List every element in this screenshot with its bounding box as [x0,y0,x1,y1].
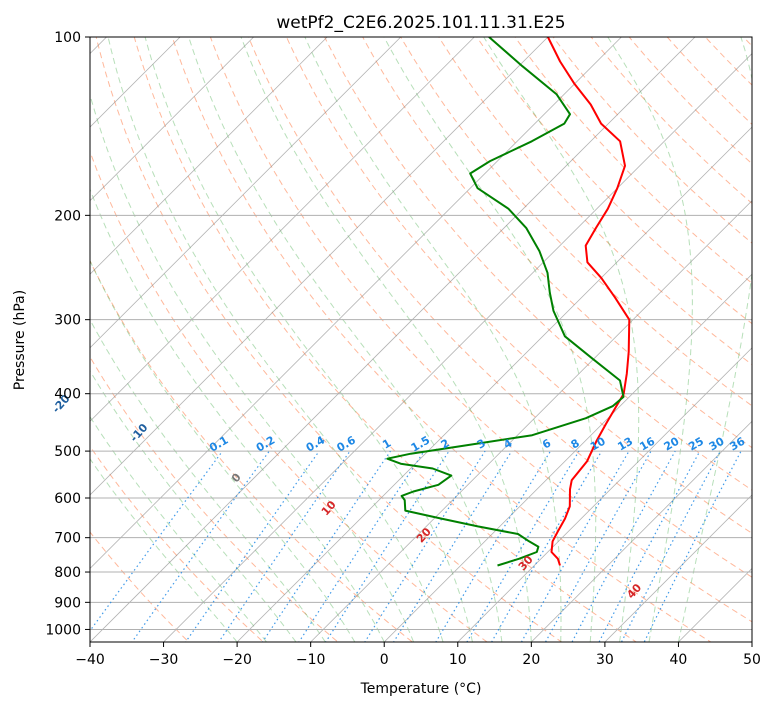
dry-adiabat-line [95,37,563,642]
moist-adiabat-line [90,318,326,642]
plot-frame [89,36,753,643]
moist-adiabat-line [240,37,532,642]
isotherm-line [90,37,549,496]
x-tick-label: −30 [149,652,179,668]
dry-adiabat-line [628,37,752,165]
moist-adiabat-line [90,457,238,642]
mixing-ratio-line [520,450,630,642]
isotherm-line [90,37,328,275]
mixing-ratio-line [218,450,351,642]
isotherm-line [531,420,752,642]
x-tick-label: 0 [380,652,389,668]
moist-adiabat-line [90,415,267,642]
background-lines [90,37,752,642]
moist-adiabat-line [107,37,444,642]
moist-adiabat-line [90,259,356,642]
temperature-profile-line [547,37,631,566]
x-tick-label: 40 [670,652,688,668]
y-tick-label: 800 [54,565,81,581]
mixing-ratio-line [261,450,391,642]
mixing-ratio-line [466,450,580,642]
y-tick-label: 500 [54,444,81,460]
moist-adiabat-line [607,37,693,642]
mixing-ratio-line [392,450,513,642]
x-tick-label: 20 [522,652,540,668]
isotherm-line [604,494,752,642]
mixing-ratio-line [620,450,721,642]
dry-adiabat-line [171,37,712,642]
isotherm-line [90,37,696,642]
isotherm-line [457,347,752,642]
mixing-ratio-line [643,450,742,642]
dewpoint-profile-line [386,37,625,567]
y-axis-label: Pressure (hPa) [12,290,28,390]
y-tick-label: 200 [54,208,81,224]
dry-adiabat-line [133,37,638,642]
moist-adiabat-line [90,369,297,642]
moist-adiabat-line [483,37,640,642]
isotherm-line [90,37,622,570]
x-tick-label: 10 [449,652,467,668]
dry-adiabat-line [90,259,414,642]
moist-adiabat-line [144,37,473,642]
dry-adiabat-line [247,37,752,578]
y-tick-label: 300 [54,313,81,329]
isotherm-line [163,52,752,642]
y-tick-label: 100 [54,30,81,46]
y-tick-label: 600 [54,491,81,507]
dry-adiabat-line [209,37,752,623]
dry-adiabat-line [90,150,488,642]
dry-adiabat-line [400,37,752,407]
isotherm-line [90,37,475,422]
y-tick-label: 900 [54,595,81,611]
y-tick-label: 1000 [45,622,81,638]
moist-adiabat-line [188,37,503,642]
dry-adiabat-line [666,37,752,126]
mixing-ratio-line [90,450,223,632]
isotherm-line [236,126,752,642]
axes: −40 −30 −20 −10 0 10 20 30 40 50 1000 900 800 700 600 5… [45,30,761,668]
y-tick-label: 400 [54,387,81,403]
isotherm-line [90,37,402,349]
x-tick-label: −10 [296,652,326,668]
moist-adiabat-line [304,37,562,642]
x-tick-label: 50 [743,652,761,668]
x-tick-label: −20 [222,652,252,668]
isotherm-line [383,273,752,642]
dry-adiabat-line [324,37,752,491]
moist-adiabat-line [90,188,385,642]
y-tick-label: 700 [54,531,81,547]
isotherm-line [310,200,752,642]
mixing-ratio-line [490,450,603,642]
dry-adiabat-line [90,445,265,642]
mixing-ratio-line [435,450,552,642]
x-tick-label: 30 [596,652,614,668]
moist-adiabat-line [383,37,597,642]
x-axis-label: Temperature (°C) [360,681,482,697]
mixing-ratio-line [131,450,270,642]
isotherm-line [90,37,254,202]
dry-adiabat-line [285,37,752,534]
moist-adiabat-line [677,37,752,642]
dry-adiabat-line [476,37,752,325]
profile-lines [386,37,631,567]
chart-title: wetPf2_C2E6.2025.101.11.31.E25 [276,13,565,33]
mixing-ratio-line [184,450,320,642]
dry-adiabat-line [438,37,752,366]
x-tick-label: −40 [75,652,105,668]
